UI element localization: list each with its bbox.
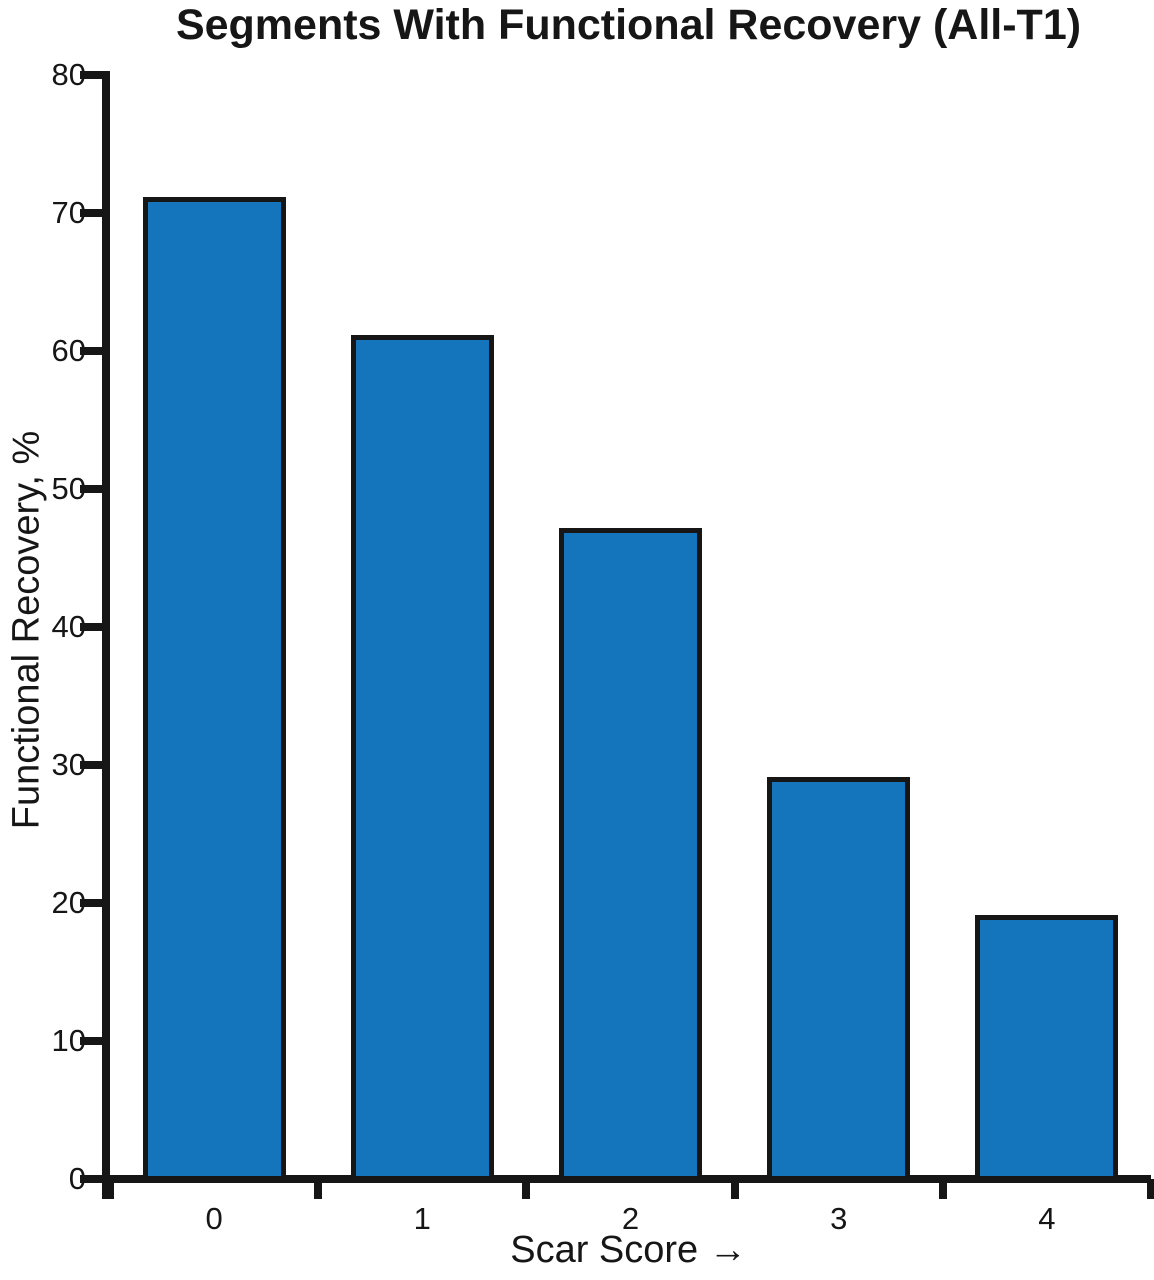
y-tick-label: 30: [51, 747, 86, 782]
bar: [559, 528, 702, 1181]
chart-title: Segments With Functional Recovery (All-T…: [175, 1, 1082, 49]
x-category-label: 2: [621, 1201, 640, 1236]
y-tick-label: 10: [51, 1023, 86, 1058]
y-tick: [80, 347, 102, 355]
y-tick: [80, 209, 102, 217]
y-tick-label: 60: [51, 333, 86, 368]
y-tick: [80, 1175, 102, 1183]
x-tick: [938, 1179, 947, 1199]
y-tick-label: 0: [68, 1161, 86, 1196]
bar: [142, 197, 286, 1181]
x-tick: [730, 1179, 739, 1199]
y-tick: [80, 899, 102, 907]
y-tick-label: 70: [51, 195, 86, 230]
x-tick: [106, 1179, 114, 1199]
bar: [767, 776, 911, 1181]
x-category-label: 4: [1038, 1201, 1056, 1236]
y-tick: [80, 1037, 102, 1045]
y-axis-line: [102, 71, 110, 1199]
x-tick: [1147, 1179, 1154, 1199]
y-tick: [80, 623, 102, 631]
x-tick: [314, 1179, 323, 1199]
x-axis-title: Scar Score →: [510, 1229, 747, 1271]
y-tick-label: 40: [51, 609, 86, 644]
y-tick-label: 20: [51, 885, 86, 920]
y-tick-label: 80: [51, 57, 86, 92]
x-category-label: 0: [205, 1201, 223, 1236]
y-tick: [80, 485, 102, 493]
x-category-label: 3: [830, 1201, 848, 1236]
x-tick: [522, 1179, 531, 1199]
x-category-label: 1: [413, 1201, 431, 1236]
bar: [975, 914, 1119, 1181]
y-tick: [80, 71, 102, 79]
y-tick-label: 50: [51, 471, 86, 506]
y-tick: [80, 761, 102, 769]
bar: [350, 335, 494, 1181]
